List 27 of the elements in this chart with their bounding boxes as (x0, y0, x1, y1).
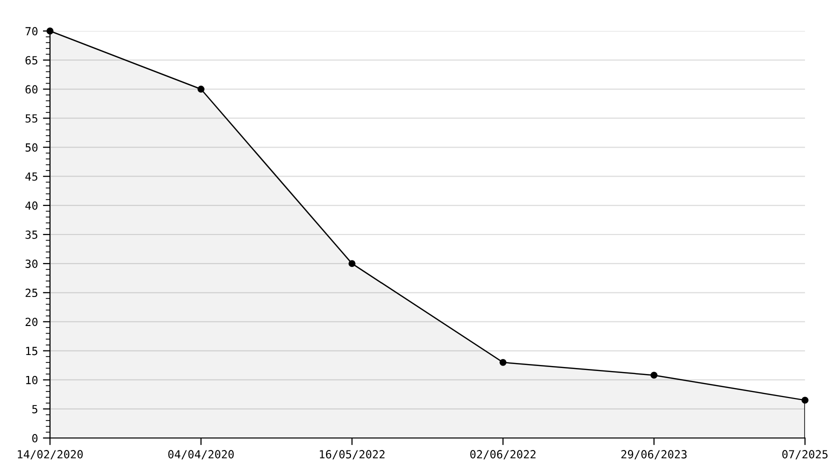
y-tick-label: 55 (26, 114, 38, 123)
y-tick-label: 70 (26, 27, 38, 36)
y-tick-label: 50 (26, 143, 38, 152)
x-tick-label: 07/2025 (782, 450, 828, 460)
point (802, 396, 808, 404)
x-tick-label: 02/06/2022 (470, 450, 536, 460)
y-tick-label: 35 (26, 230, 38, 239)
y-tick-label: 45 (25, 172, 38, 181)
point (46, 28, 54, 34)
y-tick-label: 25 (26, 288, 38, 298)
y-tick-label: 40 (25, 201, 38, 210)
x-tick-label: 16/05/2022 (320, 450, 385, 460)
x-tick-label: 14/02/2020 (18, 450, 83, 460)
y-tick-label: 20 (26, 318, 38, 326)
y-tick-label: 5 (32, 405, 38, 414)
y-tick-label: 65 (26, 56, 38, 64)
point (198, 86, 204, 93)
y-tick-label: 10 (26, 376, 38, 384)
y-tick-label: 30 (26, 260, 38, 268)
point (348, 260, 356, 268)
x-tick-label: 29/06/2023 (621, 450, 687, 460)
point (500, 358, 506, 366)
y-tick-label: 0 (32, 434, 38, 442)
point (650, 372, 658, 379)
x-tick-label: 04/04/2020 (168, 450, 234, 460)
y-tick-label: 60 (26, 85, 38, 94)
y-tick-label: 15 (26, 346, 38, 356)
